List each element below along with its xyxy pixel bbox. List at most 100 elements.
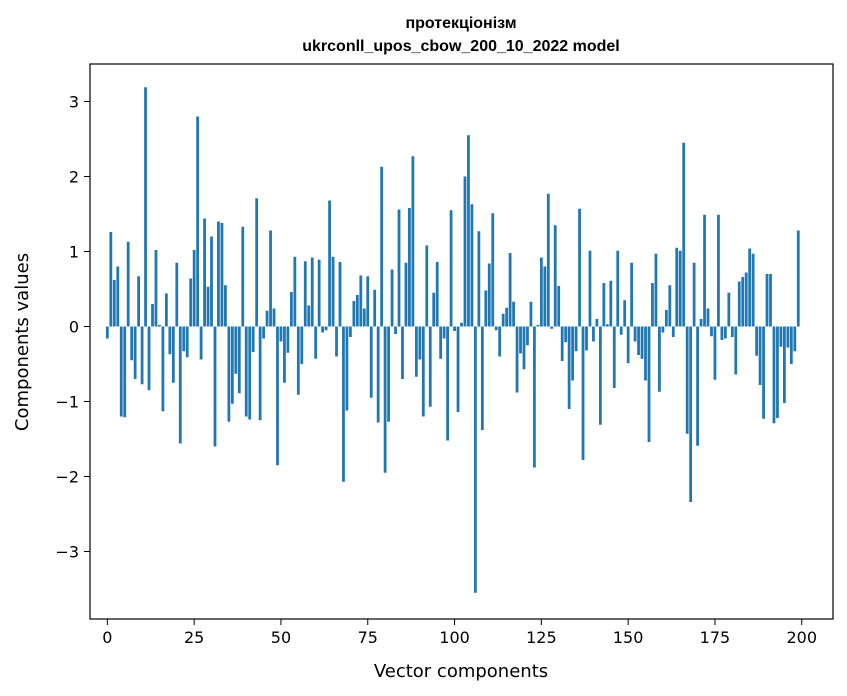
bar <box>463 176 467 327</box>
bar <box>703 214 706 327</box>
bar <box>171 326 175 383</box>
bar <box>515 326 519 393</box>
bar <box>626 326 630 364</box>
bar <box>140 326 144 385</box>
bar <box>237 326 241 394</box>
bar <box>539 257 543 327</box>
bar <box>755 326 759 356</box>
bar <box>213 326 217 447</box>
chart-subtitle: ukrconll_upos_cbow_200_10_2022 model <box>302 38 619 55</box>
bar <box>175 262 179 327</box>
x-axis-ticks: 0 25 50 75 100 125 150 175 200 <box>102 619 817 647</box>
x-tick-label: 125 <box>526 628 557 647</box>
x-tick-label: 75 <box>358 628 378 647</box>
bar <box>126 241 130 327</box>
bar <box>265 310 269 327</box>
bar <box>779 326 783 347</box>
bar <box>199 326 203 360</box>
bar <box>317 259 321 327</box>
bar <box>480 326 484 430</box>
bar <box>470 204 474 327</box>
bar <box>425 245 429 327</box>
bar-series <box>105 87 800 593</box>
bar <box>498 326 502 357</box>
bar <box>474 326 477 593</box>
x-tick-label: 100 <box>439 628 470 647</box>
y-tick-label: −3 <box>55 543 79 562</box>
bar <box>595 319 599 327</box>
bar <box>796 230 800 327</box>
bar <box>369 326 373 398</box>
bar <box>675 247 679 327</box>
bar <box>210 236 213 327</box>
bar <box>776 326 779 418</box>
bar <box>293 256 297 327</box>
bar <box>460 322 463 327</box>
y-tick-label: −1 <box>55 393 79 412</box>
bar <box>376 326 380 423</box>
bar <box>685 326 689 434</box>
bar <box>119 326 123 417</box>
bar <box>296 326 300 395</box>
bar <box>178 326 182 444</box>
bar <box>373 289 377 327</box>
bar <box>321 326 325 333</box>
bar <box>241 226 245 327</box>
bar <box>390 269 394 327</box>
bar <box>717 214 720 327</box>
bar <box>387 326 390 422</box>
bar <box>734 326 738 375</box>
bar <box>619 326 623 335</box>
bar <box>727 292 731 327</box>
bar <box>491 213 495 327</box>
bar <box>432 292 436 327</box>
bar <box>550 326 554 329</box>
bar <box>668 285 672 327</box>
bar <box>408 208 411 327</box>
bar <box>227 326 231 422</box>
bar <box>581 326 585 460</box>
bar <box>262 326 265 339</box>
bar <box>137 276 140 327</box>
bar <box>355 295 359 327</box>
bar <box>421 326 425 417</box>
bar <box>609 280 613 327</box>
bar <box>161 326 165 412</box>
bar <box>182 326 186 352</box>
bar <box>300 326 304 364</box>
bar <box>612 326 616 388</box>
bar <box>446 326 449 441</box>
bar <box>567 326 571 409</box>
bar <box>598 326 602 425</box>
bar <box>762 326 765 419</box>
bar <box>411 156 415 327</box>
bar <box>314 326 318 359</box>
bar <box>560 326 564 361</box>
bar <box>428 326 432 407</box>
bar <box>654 253 658 327</box>
y-axis-label: Components values <box>12 253 33 431</box>
bar <box>224 285 227 327</box>
bar <box>526 326 529 346</box>
bar <box>206 286 210 327</box>
bar <box>404 262 408 327</box>
bar <box>397 209 401 327</box>
bar <box>564 326 568 343</box>
bar <box>682 142 686 327</box>
bar <box>380 166 384 327</box>
bar <box>772 326 776 424</box>
bar <box>710 326 713 337</box>
bar <box>366 276 370 327</box>
bar <box>144 87 147 327</box>
bar <box>345 326 349 411</box>
bar <box>189 278 193 327</box>
bar <box>588 250 592 327</box>
bar <box>637 326 640 355</box>
bar <box>362 308 366 327</box>
bar <box>616 250 620 327</box>
bar <box>536 325 540 327</box>
y-tick-label: 0 <box>69 318 79 337</box>
bar <box>168 326 172 355</box>
bar <box>571 326 574 381</box>
bar <box>630 262 634 327</box>
